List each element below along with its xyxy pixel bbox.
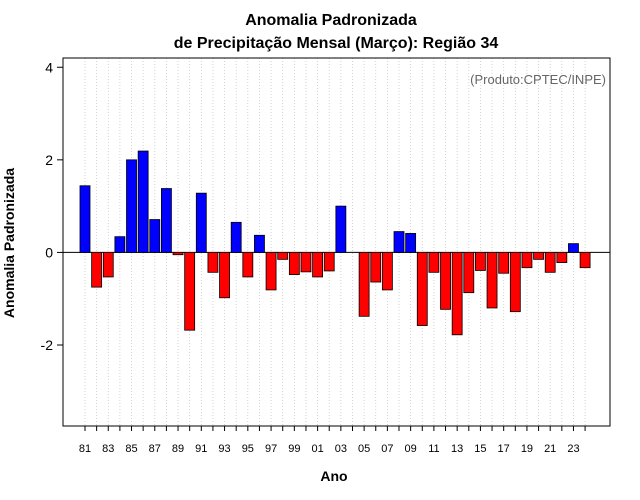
bar-81 bbox=[79, 185, 91, 253]
bar-13 bbox=[451, 252, 463, 336]
bar-17 bbox=[498, 252, 510, 274]
bar-83 bbox=[102, 252, 114, 278]
x-tick-label: 91 bbox=[195, 443, 207, 455]
bar-23 bbox=[568, 243, 579, 253]
bar-18 bbox=[509, 252, 521, 313]
x-tick-label: 81 bbox=[79, 443, 91, 455]
bar-10 bbox=[416, 252, 428, 326]
x-tick-label: 19 bbox=[521, 443, 533, 455]
x-tick-label: 95 bbox=[242, 443, 254, 455]
bars bbox=[79, 150, 591, 336]
x-tick-label: 97 bbox=[265, 443, 277, 455]
bar-88 bbox=[161, 188, 172, 253]
bar-15 bbox=[475, 252, 486, 271]
bar-84 bbox=[114, 236, 126, 253]
x-tick-label: 03 bbox=[335, 443, 347, 455]
bar-90 bbox=[184, 252, 196, 331]
bar-94 bbox=[230, 221, 242, 253]
x-tick-label: 83 bbox=[102, 443, 114, 455]
bar-95 bbox=[242, 252, 254, 278]
y-tick-label: 2 bbox=[45, 152, 53, 168]
bar-92 bbox=[207, 252, 219, 273]
bar-14 bbox=[463, 252, 475, 294]
x-axis-label: Ano bbox=[320, 468, 347, 484]
plot-frame bbox=[62, 57, 611, 427]
chart-title-line2: de Precipitação Mensal (Março): Região 3… bbox=[174, 35, 499, 52]
bar-24 bbox=[579, 252, 591, 269]
x-tick-label: 99 bbox=[288, 443, 300, 455]
x-tick-label: 93 bbox=[218, 443, 230, 455]
x-tick-label: 05 bbox=[358, 443, 370, 455]
bar-91 bbox=[195, 192, 207, 253]
y-tick-label: 4 bbox=[45, 59, 53, 75]
y-axis-label: Anomalia Padronizada bbox=[1, 168, 17, 318]
bar-16 bbox=[486, 252, 498, 309]
x-tick-label: 23 bbox=[567, 443, 579, 455]
bar-20 bbox=[533, 252, 544, 260]
bar-09 bbox=[405, 233, 417, 253]
bar-01 bbox=[312, 252, 324, 278]
bar-87 bbox=[149, 219, 161, 253]
x-tick-label: 13 bbox=[451, 443, 463, 455]
x-tick-label: 09 bbox=[405, 443, 417, 455]
bar-07 bbox=[381, 252, 393, 291]
x-tick-label: 89 bbox=[172, 443, 184, 455]
x-axis: 81 83 85 87 89 91 93 95 97 99 01 03 05 07 09 11 13 15 17 19… bbox=[79, 426, 586, 455]
bar-82 bbox=[91, 252, 103, 288]
bar-12 bbox=[440, 252, 451, 310]
x-tick-label: 85 bbox=[125, 443, 137, 455]
y-tick-label: -2 bbox=[41, 337, 54, 353]
x-tick-label: 87 bbox=[149, 443, 161, 455]
chart-title-line1: Anomalia Padronizada bbox=[245, 12, 417, 29]
y-axis: -2 0 2 4 bbox=[41, 59, 63, 353]
y-tick-label: 0 bbox=[45, 244, 53, 260]
bar-05 bbox=[358, 252, 370, 317]
bar-21 bbox=[544, 252, 556, 273]
bar-93 bbox=[219, 252, 230, 299]
bar-11 bbox=[428, 252, 440, 273]
bar-03 bbox=[335, 205, 347, 253]
bar-02 bbox=[323, 252, 335, 272]
x-tick-label: 21 bbox=[544, 443, 556, 455]
bar-06 bbox=[370, 252, 382, 283]
bar-22 bbox=[556, 252, 568, 263]
x-tick-label: 07 bbox=[381, 443, 393, 455]
bar-86 bbox=[137, 150, 149, 253]
bar-96 bbox=[254, 234, 265, 253]
bar-19 bbox=[521, 252, 533, 269]
bar-89 bbox=[172, 252, 184, 256]
x-tick-label: 11 bbox=[428, 443, 439, 455]
bar-00 bbox=[300, 252, 312, 273]
bar-99 bbox=[288, 252, 300, 276]
bar-98 bbox=[277, 252, 289, 260]
bar-85 bbox=[126, 159, 137, 253]
x-tick-label: 17 bbox=[498, 443, 510, 455]
x-tick-label: 01 bbox=[311, 443, 323, 455]
bar-08 bbox=[393, 231, 405, 253]
credit-label: (Produto:CPTEC/INPE) bbox=[470, 72, 606, 87]
bar-97 bbox=[265, 252, 277, 291]
grid-lines bbox=[84, 58, 586, 426]
x-tick-label: 15 bbox=[474, 443, 486, 455]
